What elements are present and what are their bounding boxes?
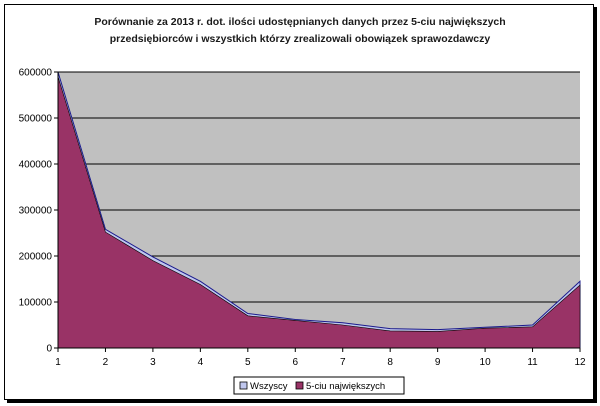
y-tick-label: 0	[46, 344, 52, 355]
y-tick-label: 100000	[19, 298, 53, 309]
legend-box	[233, 376, 405, 395]
x-tick-label: 3	[150, 357, 156, 368]
x-tick-label: 1	[55, 357, 61, 368]
x-tick-label: 7	[340, 357, 346, 368]
chart-title-line-1: Porównanie za 2013 r. dot. ilości udostę…	[94, 16, 505, 28]
chart-title-line-2: przedsiębiorców i wszystkich którzy zrea…	[110, 33, 491, 45]
y-tick-label: 400000	[19, 160, 53, 171]
y-tick-label: 300000	[19, 206, 53, 217]
x-tick-label: 11	[527, 357, 538, 368]
x-tick-label: 2	[103, 357, 109, 368]
x-tick-label: 10	[480, 357, 492, 368]
legend-label-wszyscy: Wszyscy	[250, 381, 288, 392]
y-tick-label: 600000	[19, 68, 53, 79]
x-tick-label: 6	[292, 357, 298, 368]
x-tick-label: 4	[198, 357, 204, 368]
legend-label-piec-najwiekszych: 5-ciu największych	[306, 381, 385, 392]
area-series-piec-najwiekszych	[57, 76, 581, 349]
y-tick-label: 500000	[19, 114, 53, 125]
x-tick-label: 8	[387, 357, 393, 368]
x-tick-label: 9	[435, 357, 441, 368]
legend: Wszyscy 5-ciu największych	[233, 376, 405, 395]
legend-swatch-wszyscy	[239, 381, 248, 390]
legend-swatch-piec-najwiekszych	[295, 381, 304, 390]
x-tick-label: 12	[574, 357, 586, 368]
y-tick-label: 200000	[19, 252, 53, 263]
x-tick-label: 5	[245, 357, 251, 368]
